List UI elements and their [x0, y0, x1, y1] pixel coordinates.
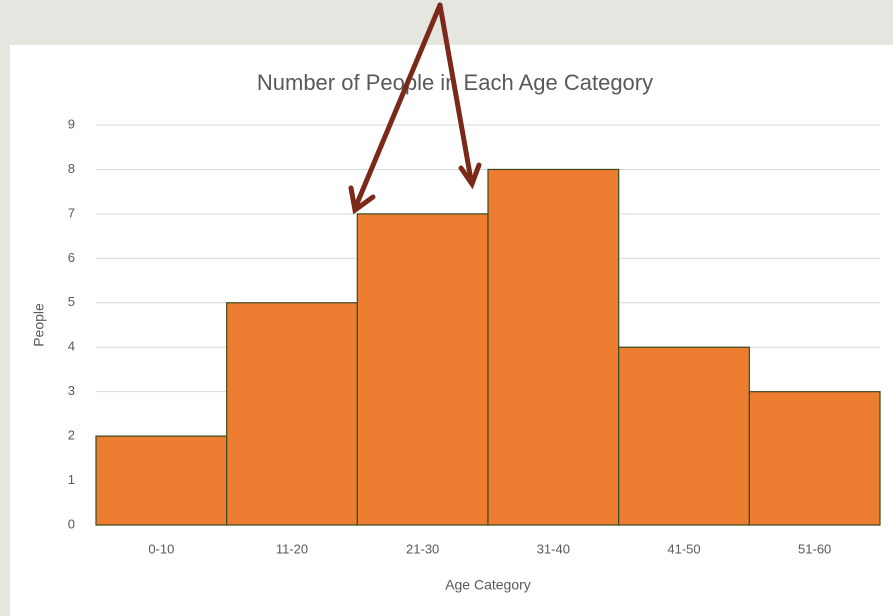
bar — [618, 346, 750, 526]
y-tick-label: 5 — [68, 294, 75, 309]
y-tick-label: 8 — [68, 161, 75, 176]
arrow-head — [348, 185, 376, 215]
arrow-head — [458, 162, 482, 190]
annotation-arrows — [348, 2, 482, 215]
y-tick-label: 7 — [68, 205, 75, 220]
y-tick-label: 4 — [68, 339, 75, 354]
y-tick-label: 9 — [68, 116, 75, 131]
y-tick-label: 2 — [68, 428, 75, 443]
x-tick-label: 21-30 — [406, 541, 439, 556]
y-tick-label: 1 — [68, 472, 75, 487]
plot: 0 1 2 3 4 5 6 7 8 9 0-10 11-20 21-30 31-40 41-50 51-60 — [68, 116, 881, 556]
y-axis-title: People — [31, 303, 47, 347]
x-tick-label: 0-10 — [148, 541, 174, 556]
x-tick-label: 11-20 — [276, 541, 308, 556]
bar — [226, 302, 358, 526]
bar — [95, 435, 228, 526]
x-tick-label: 41-50 — [667, 541, 700, 556]
bar — [748, 391, 881, 526]
arrow — [437, 2, 474, 183]
x-tick-label: 51-60 — [798, 541, 831, 556]
x-axis-title: Age Category — [445, 577, 531, 593]
y-tick-label: 0 — [68, 516, 75, 531]
bar — [356, 213, 489, 526]
bar — [487, 168, 620, 526]
x-tick-label: 31-40 — [537, 541, 570, 556]
y-tick-label: 6 — [68, 250, 75, 265]
arrow — [353, 2, 443, 209]
y-tick-label: 3 — [68, 383, 75, 398]
